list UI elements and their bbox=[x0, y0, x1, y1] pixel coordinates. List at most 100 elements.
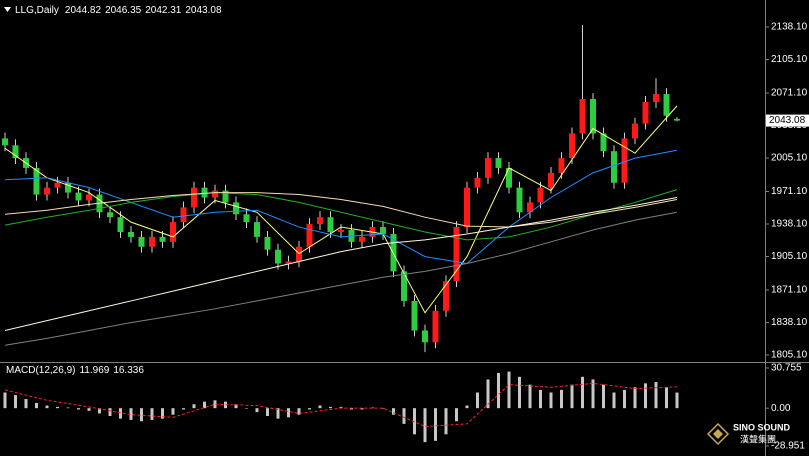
candle-body bbox=[464, 187, 470, 228]
y-tick-label: 1838.10 bbox=[771, 317, 808, 328]
candle-body bbox=[201, 187, 208, 198]
last-price-label: 2043.08 bbox=[769, 115, 806, 126]
high-value: 2046.35 bbox=[105, 5, 142, 16]
low-value: 2042.31 bbox=[145, 5, 182, 16]
candle-body bbox=[180, 207, 187, 223]
macd-bar bbox=[549, 392, 553, 409]
macd-bar bbox=[413, 408, 416, 435]
y-tick-label: 2105.10 bbox=[771, 54, 808, 65]
candle-body bbox=[2, 138, 8, 146]
macd-bar bbox=[350, 408, 353, 410]
macd-bar bbox=[644, 383, 647, 409]
candle-body bbox=[327, 217, 334, 232]
macd-bar bbox=[171, 408, 175, 415]
candle-body bbox=[537, 187, 544, 203]
macd-bar bbox=[675, 392, 679, 409]
candle-body bbox=[600, 133, 607, 152]
candle-body bbox=[107, 212, 113, 218]
candle-body bbox=[117, 217, 124, 232]
candle-body bbox=[212, 190, 218, 198]
candle-body bbox=[632, 123, 638, 139]
macd-bar bbox=[192, 404, 196, 409]
macd-bar bbox=[497, 372, 500, 409]
candle-body bbox=[411, 300, 418, 331]
macd-bar bbox=[581, 376, 584, 409]
candle-body bbox=[642, 101, 649, 124]
macd-bar bbox=[507, 371, 511, 409]
candle-body bbox=[453, 227, 460, 282]
chart-header: LLG,Daily 2044.82 2046.35 2042.31 2043.08 bbox=[15, 5, 222, 16]
macd-header: MACD(12,26,9) 11.969 16.336 bbox=[6, 365, 144, 376]
macd-bar bbox=[602, 384, 605, 409]
y-tick-label: 1938.10 bbox=[771, 219, 808, 230]
candle-body bbox=[233, 202, 239, 215]
open-value: 2044.82 bbox=[65, 5, 102, 16]
candle-body bbox=[558, 158, 565, 173]
macd-bar bbox=[213, 400, 217, 409]
macd-bar bbox=[339, 406, 343, 409]
macd-bar bbox=[245, 408, 248, 409]
y-tick-label: 1971.10 bbox=[771, 186, 808, 197]
macd-y-tick-label: 0.00 bbox=[771, 403, 791, 414]
macd-bar bbox=[98, 408, 101, 414]
macd-bar bbox=[14, 395, 17, 409]
candle-body bbox=[495, 158, 502, 168]
candle-body bbox=[527, 202, 533, 213]
macd-bar bbox=[371, 407, 374, 409]
candle-body bbox=[611, 151, 617, 183]
candle-body bbox=[44, 187, 50, 195]
moving-average bbox=[4, 211, 678, 346]
close-value: 2043.08 bbox=[185, 5, 222, 16]
candle-body bbox=[401, 271, 407, 301]
candle-body bbox=[506, 167, 512, 188]
candle-body bbox=[548, 172, 554, 188]
macd-bar bbox=[297, 408, 301, 415]
macd-bar bbox=[87, 408, 91, 411]
candle-body bbox=[54, 182, 61, 188]
candle-body bbox=[516, 187, 523, 213]
macd-bar bbox=[140, 408, 143, 422]
logo-chinese: 漢聲集團 bbox=[740, 433, 776, 444]
candle-body bbox=[33, 167, 40, 195]
candle-body bbox=[621, 138, 628, 183]
macd-bar bbox=[623, 389, 626, 409]
macd-bar bbox=[255, 408, 259, 413]
macd-bar bbox=[56, 406, 59, 409]
macd-bar bbox=[129, 408, 133, 420]
macd-bar bbox=[423, 408, 427, 443]
macd-bar bbox=[402, 408, 406, 424]
macd-bar bbox=[444, 408, 448, 435]
macd-bar bbox=[381, 408, 385, 409]
last-price-box bbox=[766, 114, 809, 127]
moving-average bbox=[4, 149, 678, 265]
macd-bar bbox=[308, 408, 311, 410]
menu-arrow[interactable] bbox=[4, 7, 11, 12]
macd-bar bbox=[612, 392, 616, 409]
chart-title: LLG,Daily bbox=[15, 5, 59, 16]
candle-body bbox=[443, 281, 449, 311]
candle-body bbox=[222, 190, 229, 203]
macd-bar bbox=[77, 408, 80, 410]
macd-bar bbox=[476, 392, 479, 409]
candle-body bbox=[149, 236, 155, 247]
moving-average bbox=[4, 105, 678, 314]
candle-body bbox=[338, 230, 344, 232]
macd-bar bbox=[518, 376, 521, 409]
y-tick-label: 1905.10 bbox=[771, 251, 808, 262]
macd-bar bbox=[35, 402, 38, 409]
logo: SINO SOUND 漢聲集團 bbox=[706, 422, 791, 446]
candle-body bbox=[380, 227, 386, 234]
candle-body bbox=[275, 249, 281, 264]
moving-average bbox=[4, 192, 678, 228]
candle-body bbox=[254, 222, 260, 237]
macd-bar bbox=[360, 408, 364, 410]
macd-y-tick-label: -28.951 bbox=[771, 441, 805, 452]
macd-bar bbox=[465, 405, 469, 409]
moving-average bbox=[4, 197, 678, 331]
candle-body bbox=[590, 98, 596, 134]
macd-bar bbox=[570, 384, 574, 409]
candle-body bbox=[159, 236, 166, 242]
logo-mark-inner bbox=[713, 429, 723, 439]
moving-average bbox=[4, 189, 678, 241]
